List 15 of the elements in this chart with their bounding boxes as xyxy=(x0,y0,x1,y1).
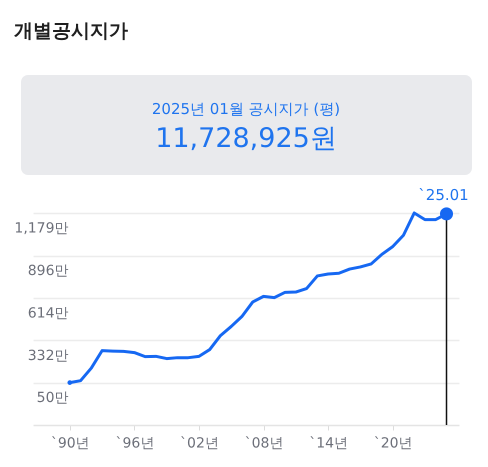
y-tick-label: 896만 xyxy=(28,263,68,280)
x-tick-label: `20년 xyxy=(374,436,413,452)
y-tick-label: 332만 xyxy=(28,348,68,364)
text: 11,728,925원 xyxy=(155,123,337,154)
y-tick-label: 1,179만 xyxy=(14,220,68,236)
x-tick-label: `90년 xyxy=(50,436,90,452)
x-tick-label: `96년 xyxy=(115,436,154,452)
annotation: `25.01 xyxy=(418,186,469,204)
chart-subtitle: 2025년 01월 공시지가 (평) xyxy=(152,100,340,118)
chart-title: 개별공시지가 xyxy=(14,20,128,42)
x-tick-label: `14년 xyxy=(309,436,348,452)
x-tick-label: `02년 xyxy=(180,436,219,452)
y-tick-label: 50만 xyxy=(36,390,68,406)
x-tick-label: `08년 xyxy=(244,436,284,452)
y-tick-label: 614만 xyxy=(28,305,68,322)
